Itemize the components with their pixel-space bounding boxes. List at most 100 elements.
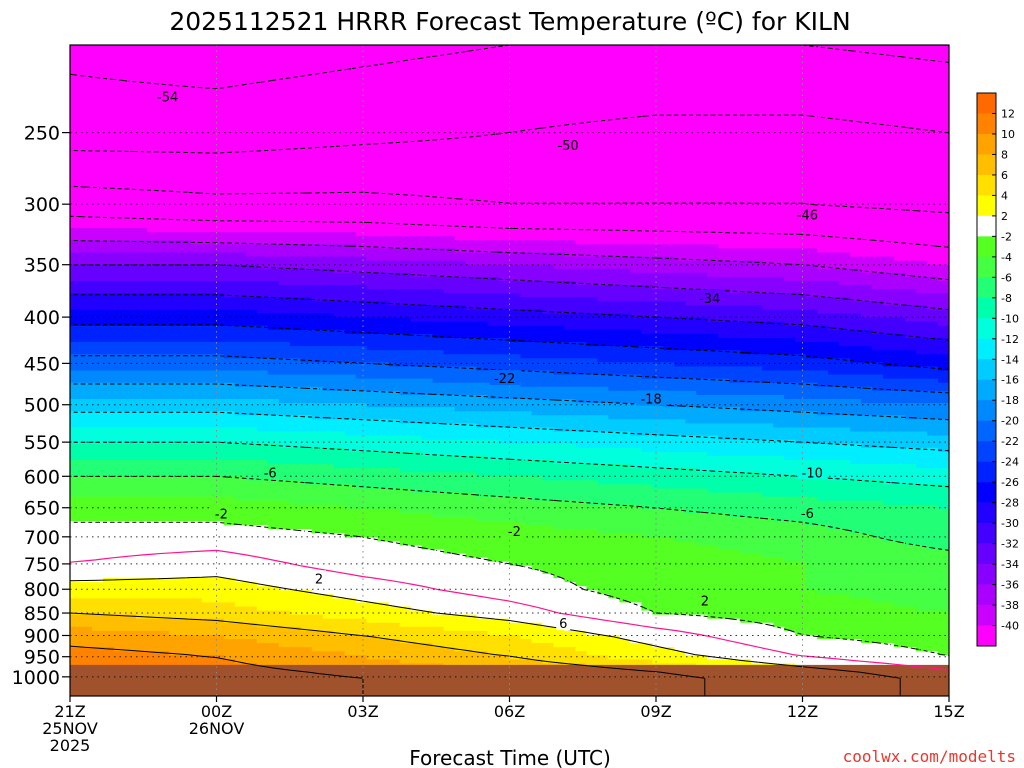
- field-cell: [564, 53, 577, 58]
- field-cell: [146, 236, 159, 241]
- field-cell: [102, 154, 115, 160]
- field-cell: [641, 89, 653, 95]
- field-cell: [124, 77, 137, 83]
- field-cell: [905, 236, 917, 241]
- field-cell: [256, 240, 269, 245]
- field-cell: [740, 49, 752, 54]
- field-cell: [245, 199, 258, 205]
- field-cell: [443, 69, 456, 75]
- field-cell: [729, 171, 741, 176]
- field-cell: [784, 73, 796, 79]
- field-cell: [146, 240, 159, 245]
- field-cell: [751, 130, 763, 136]
- field-cell: [894, 89, 906, 95]
- field-cell: [520, 195, 533, 201]
- field-cell: [542, 154, 555, 160]
- field-cell: [828, 260, 840, 266]
- field-cell: [245, 276, 258, 282]
- field-cell: [663, 260, 675, 266]
- field-cell: [597, 289, 609, 294]
- field-cell: [410, 154, 423, 160]
- field-cell: [652, 280, 664, 286]
- field-cell: [553, 122, 566, 127]
- field-cell: [553, 49, 566, 54]
- field-cell: [190, 146, 203, 152]
- field-cell: [597, 280, 609, 286]
- field-cell: [751, 150, 763, 156]
- field-cell: [663, 97, 675, 103]
- field-cell: [333, 285, 346, 290]
- field-cell: [377, 57, 390, 62]
- field-cell: [366, 146, 379, 152]
- field-cell: [740, 195, 752, 201]
- field-cell: [322, 183, 335, 189]
- field-cell: [630, 49, 642, 54]
- field-cell: [212, 215, 225, 221]
- field-cell: [168, 219, 181, 225]
- field-cell: [278, 89, 291, 95]
- field-cell: [201, 232, 214, 237]
- field-cell: [740, 65, 752, 71]
- field-cell: [828, 236, 840, 241]
- field-cell: [80, 276, 93, 282]
- field-cell: [377, 150, 390, 156]
- field-cell: [696, 285, 708, 290]
- field-cell: [784, 293, 796, 298]
- field-cell: [828, 118, 840, 123]
- field-cell: [179, 211, 192, 217]
- field-cell: [245, 272, 258, 278]
- field-cell: [674, 77, 686, 83]
- field-cell: [179, 97, 192, 103]
- field-cell: [432, 285, 445, 290]
- field-cell: [487, 162, 500, 168]
- field-cell: [718, 256, 730, 262]
- field-cell: [762, 134, 774, 140]
- field-cell: [520, 89, 533, 95]
- field-cell: [839, 162, 851, 168]
- field-cell: [916, 114, 928, 119]
- field-cell: [146, 110, 159, 115]
- field-cell: [278, 146, 291, 152]
- field-cell: [465, 293, 478, 298]
- field-cell: [498, 158, 511, 164]
- field-cell: [806, 146, 818, 152]
- field-cell: [740, 211, 752, 217]
- field-cell: [597, 211, 609, 217]
- field-cell: [70, 293, 82, 298]
- field-cell: [124, 236, 137, 241]
- field-cell: [157, 77, 170, 83]
- field-cell: [894, 81, 906, 87]
- field-cell: [190, 126, 203, 132]
- field-cell: [399, 126, 412, 132]
- field-cell: [938, 106, 949, 111]
- field-cell: [520, 191, 533, 197]
- field-cell: [91, 85, 104, 91]
- field-cell: [630, 183, 642, 189]
- field-cell: [476, 293, 489, 298]
- field-cell: [168, 232, 181, 237]
- field-cell: [707, 126, 719, 132]
- field-cell: [421, 73, 434, 79]
- field-cell: [817, 248, 829, 254]
- field-cell: [663, 122, 675, 127]
- field-cell: [861, 183, 873, 189]
- field-cell: [289, 122, 302, 127]
- field-cell: [289, 162, 302, 168]
- field-cell: [762, 85, 774, 91]
- field-cell: [696, 101, 708, 107]
- field-cell: [399, 162, 412, 168]
- field-cell: [399, 73, 412, 79]
- field-cell: [883, 260, 895, 266]
- field-cell: [696, 65, 708, 71]
- field-cell: [234, 289, 247, 294]
- field-cell: [597, 240, 609, 245]
- field-cell: [916, 150, 928, 156]
- field-cell: [267, 158, 280, 164]
- field-cell: [630, 57, 642, 62]
- field-cell: [685, 236, 697, 241]
- field-cell: [630, 114, 642, 119]
- field-cell: [388, 138, 401, 144]
- field-cell: [916, 187, 928, 193]
- field-cell: [740, 142, 752, 148]
- field-cell: [498, 232, 511, 237]
